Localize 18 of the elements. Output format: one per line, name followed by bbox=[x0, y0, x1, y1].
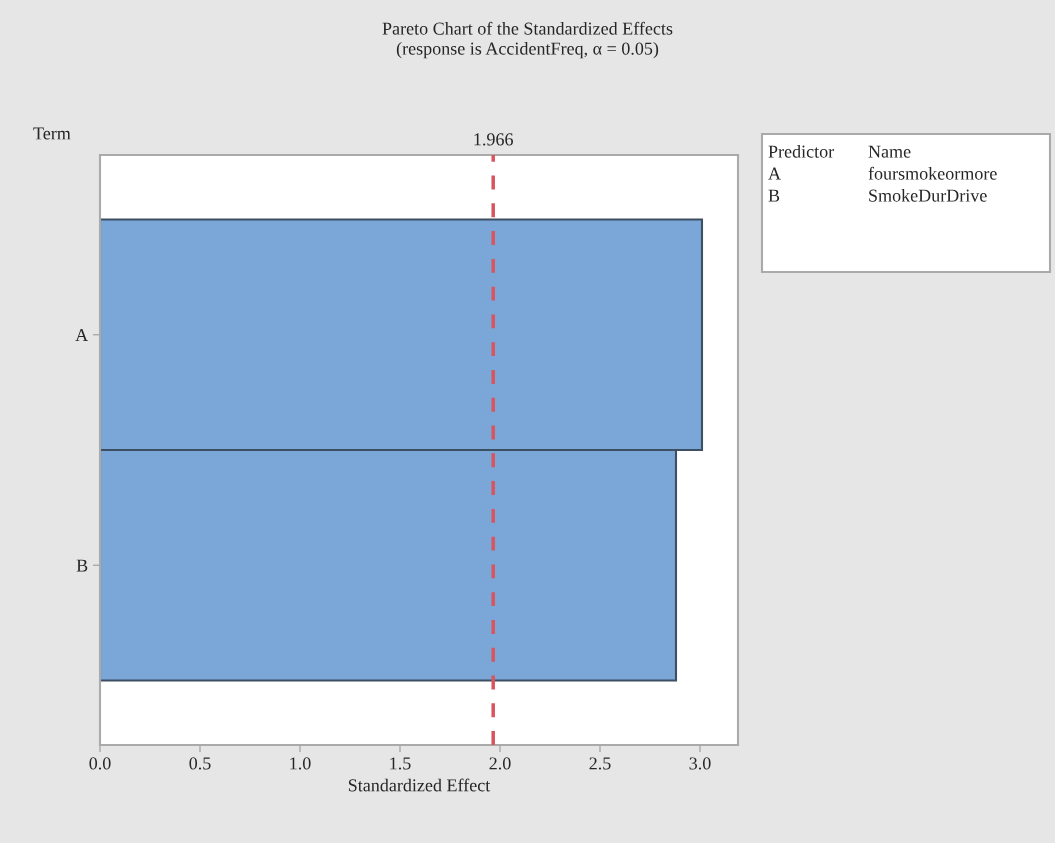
x-tick-label: 1.5 bbox=[390, 757, 411, 770]
x-tick-label: 2.5 bbox=[589, 757, 611, 770]
x-tick-label: 1.0 bbox=[290, 757, 311, 770]
text: Predictor bbox=[768, 145, 835, 158]
x-tick-label: 3.0 bbox=[689, 757, 711, 770]
x-tick-label: 0.0 bbox=[89, 757, 111, 770]
y-axis-title: Term bbox=[33, 127, 71, 140]
text: foursmokeormore bbox=[868, 166, 997, 180]
ref-line-label: 1.966 bbox=[474, 133, 513, 146]
text: SmokeDurDrive bbox=[869, 189, 987, 202]
x-tick-label: 2.0 bbox=[489, 757, 511, 770]
chart-title: Pareto Chart of the Standardized Effects bbox=[382, 21, 673, 35]
text: A bbox=[768, 167, 781, 180]
text: B bbox=[768, 189, 780, 202]
x-tick-label: 0.5 bbox=[189, 757, 211, 770]
x-axis-title: Standardized Effect bbox=[348, 778, 491, 792]
chart-subtitle: (response is AccidentFreq, α = 0.05) bbox=[396, 42, 659, 59]
text: Name bbox=[868, 145, 911, 158]
